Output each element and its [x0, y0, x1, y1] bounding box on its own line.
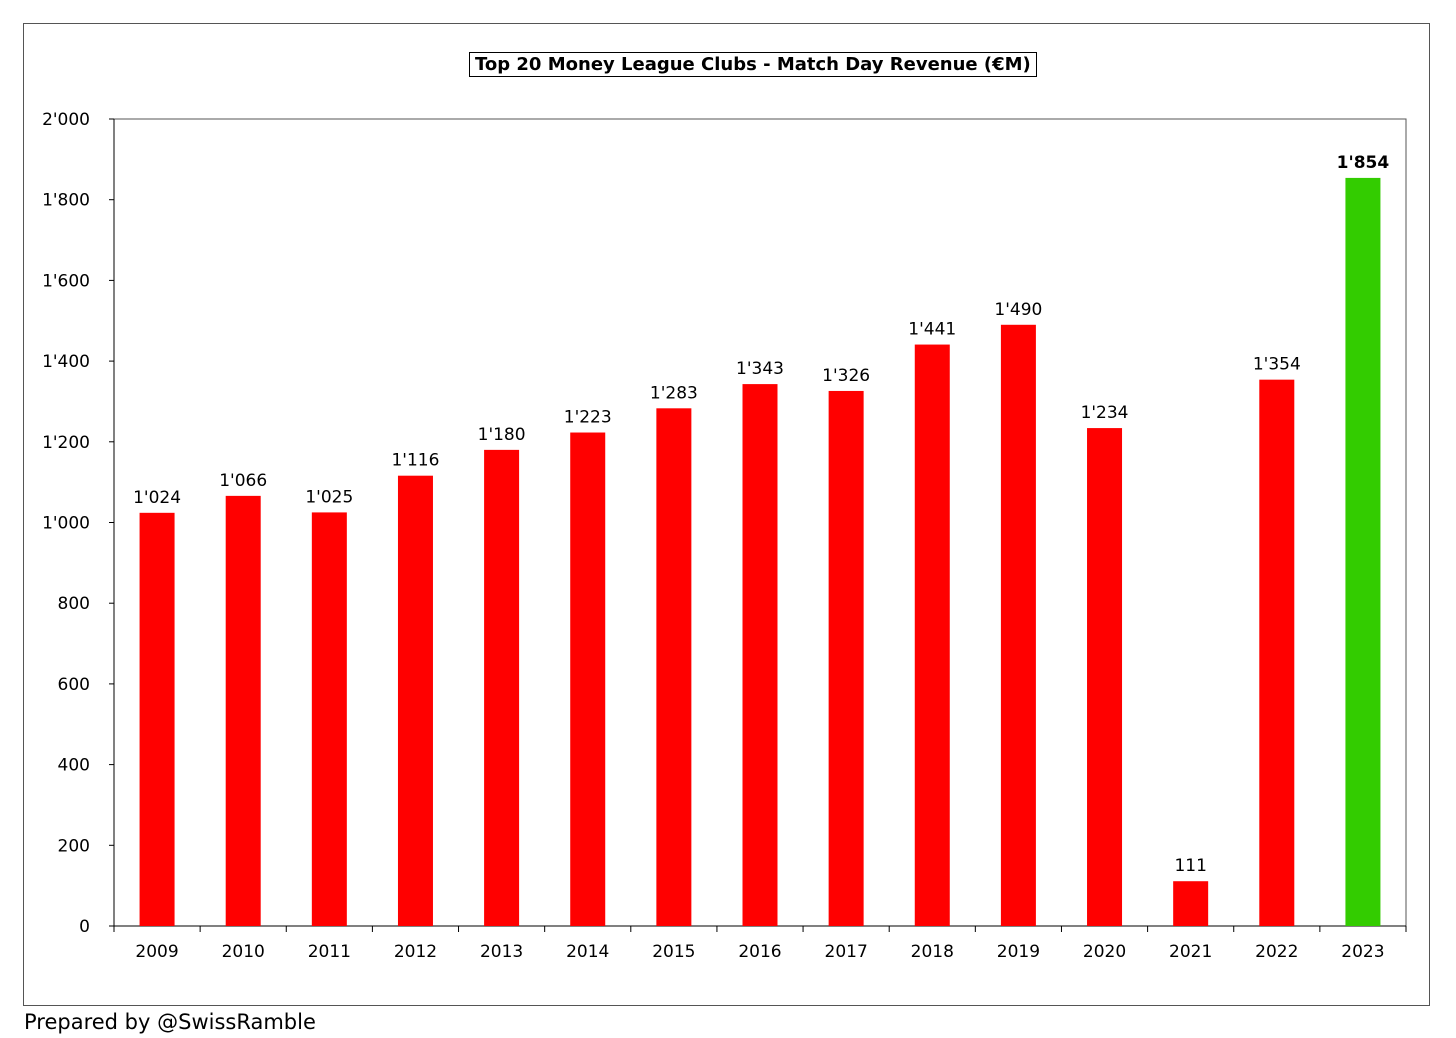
- value-label-2015: 1'283: [650, 383, 698, 403]
- bar-2019: [1000, 324, 1036, 926]
- bar-2020: [1087, 428, 1123, 926]
- y-tick-label: 800: [58, 594, 90, 614]
- value-label-2009: 1'024: [133, 488, 181, 508]
- value-label-2016: 1'343: [736, 359, 784, 379]
- value-label-2020: 1'234: [1081, 403, 1129, 423]
- y-tick-label: 1'600: [42, 271, 90, 291]
- value-label-2014: 1'223: [564, 408, 612, 428]
- value-label-2010: 1'066: [219, 471, 267, 491]
- y-tick-label: 200: [58, 836, 90, 856]
- bar-2021: [1173, 881, 1209, 926]
- x-tick-label-2017: 2017: [825, 942, 868, 962]
- chart-title: Top 20 Money League Clubs - Match Day Re…: [469, 52, 1037, 77]
- x-tick-label-2021: 2021: [1169, 942, 1212, 962]
- x-tick-label-2019: 2019: [997, 942, 1040, 962]
- bar-2014: [570, 432, 606, 926]
- value-label-2011: 1'025: [305, 487, 353, 507]
- value-label-2019: 1'490: [994, 300, 1042, 320]
- value-label-2023: 1'854: [1337, 153, 1390, 173]
- bar-2012: [397, 475, 433, 926]
- bar-2013: [484, 449, 520, 926]
- value-label-2012: 1'116: [391, 451, 439, 471]
- x-tick-label-2009: 2009: [135, 942, 178, 962]
- y-tick-label: 1'800: [42, 191, 90, 211]
- y-tick-label: 600: [58, 675, 90, 695]
- x-tick-label-2015: 2015: [652, 942, 695, 962]
- bar-2010: [225, 495, 261, 926]
- x-tick-label-2022: 2022: [1255, 942, 1298, 962]
- value-label-2013: 1'180: [478, 425, 526, 445]
- bar-2011: [311, 512, 347, 926]
- y-tick-label: 1'200: [42, 433, 90, 453]
- value-label-2022: 1'354: [1253, 355, 1301, 375]
- x-tick-label-2013: 2013: [480, 942, 523, 962]
- x-tick-label-2014: 2014: [566, 942, 609, 962]
- y-tick-label: 1'400: [42, 352, 90, 372]
- x-tick-label-2011: 2011: [308, 942, 351, 962]
- bar-2022: [1259, 379, 1295, 926]
- y-tick-label: 400: [58, 756, 90, 776]
- value-label-2017: 1'326: [822, 366, 870, 386]
- bar-2023: [1345, 177, 1381, 926]
- y-tick-label: 0: [79, 917, 90, 937]
- bar-2009: [139, 512, 175, 926]
- x-tick-label-2012: 2012: [394, 942, 437, 962]
- x-tick-label-2010: 2010: [222, 942, 265, 962]
- bar-2018: [914, 344, 950, 926]
- x-tick-label-2016: 2016: [738, 942, 781, 962]
- value-label-2018: 1'441: [908, 320, 956, 340]
- bar-2017: [828, 390, 864, 927]
- x-tick-label-2020: 2020: [1083, 942, 1126, 962]
- y-tick-label: 1'000: [42, 514, 90, 534]
- y-tick-label: 2'000: [42, 110, 90, 130]
- credit-text: Prepared by @SwissRamble: [24, 1010, 316, 1034]
- bar-2016: [742, 384, 778, 926]
- x-tick-label-2023: 2023: [1341, 942, 1384, 962]
- value-label-2021: 111: [1174, 856, 1206, 876]
- bar-2015: [656, 408, 692, 926]
- x-tick-label-2018: 2018: [911, 942, 954, 962]
